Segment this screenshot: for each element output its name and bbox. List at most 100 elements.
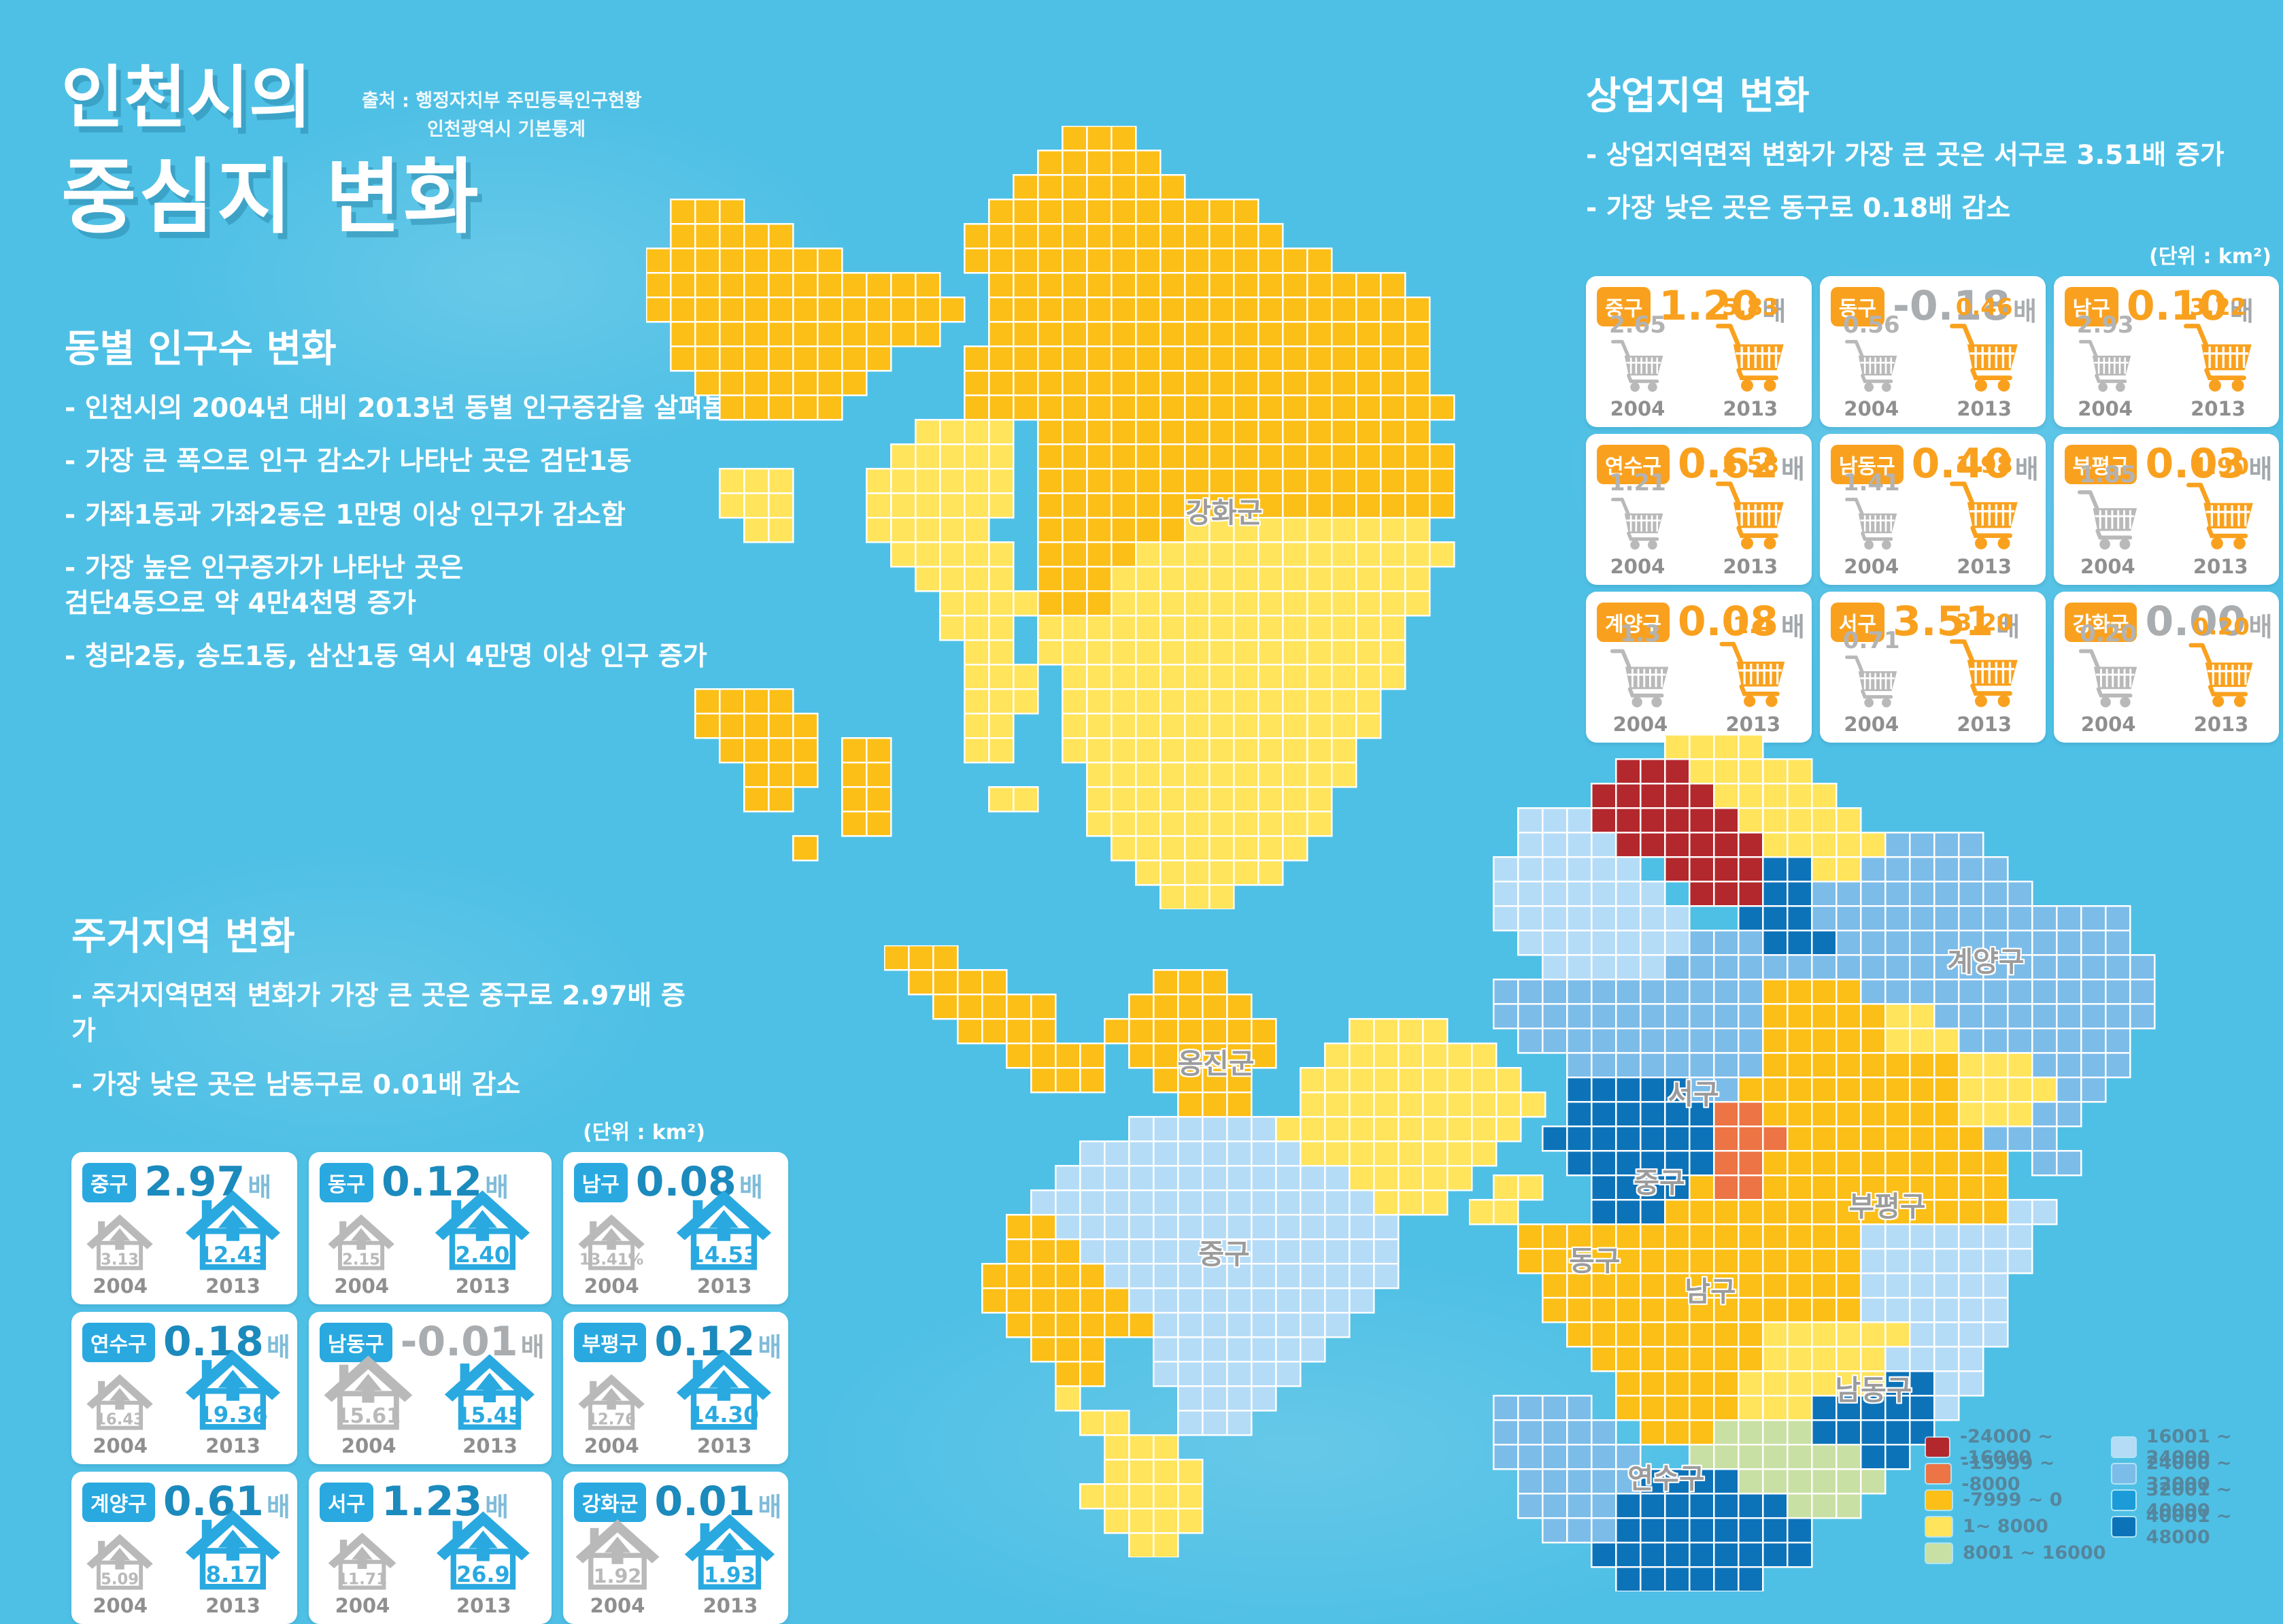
card-header: 부평구 0.03 배	[2054, 434, 2280, 484]
area-value: 1.85	[2079, 460, 2137, 488]
card-header: 연수구 0.18 배	[71, 1312, 297, 1362]
area-value: 2.65	[1609, 311, 1666, 339]
ratio-value: 1.23	[382, 1477, 483, 1525]
card-header: 중구 1.20 배	[1586, 276, 1812, 326]
district-badge: 동구	[319, 1162, 374, 1202]
district-badge: 서구	[319, 1482, 374, 1522]
icon-wrap: 2.40	[432, 1189, 534, 1273]
district-card: 남구 0.08 배 13.41% 2004 14.53 2013	[562, 1151, 789, 1304]
card-header: 남동구 -0.01 배	[309, 1312, 552, 1362]
year-comparison: 1.92 2004 1.93 2013	[563, 1512, 789, 1617]
ratio-value: 0.00	[2145, 597, 2246, 645]
icon-wrap	[1710, 475, 1791, 554]
value-2004: 5.09 2004	[84, 1533, 156, 1617]
value-2013: 12.43 2013	[182, 1189, 284, 1298]
map-region-label: 중구	[1198, 1238, 1250, 1270]
district-card: 부평구 0.03 배 1.85 2004 1.90 2013	[2053, 433, 2280, 585]
population-bullet: - 청라2동, 송도1동, 삼산1동 역시 4만명 이상 인구 증가	[65, 641, 707, 673]
legend-swatch	[1926, 1543, 1952, 1563]
cart-icon	[1844, 497, 1897, 549]
area-value: 1.98	[1955, 451, 2013, 479]
district-badge: 강화군	[573, 1482, 647, 1522]
value-2004: 0.71 2004	[1841, 627, 1902, 736]
district-badge: 남구	[573, 1162, 628, 1202]
icon-wrap: 13.41%	[576, 1213, 647, 1273]
legend-range-label: 1~ 8000	[1963, 1516, 2048, 1537]
year-comparison: 2.93 2004 3.22 2013	[2054, 294, 2280, 420]
card-header: 계양구 0.08 배	[1586, 592, 1812, 642]
ratio-suffix: 배	[266, 1491, 290, 1522]
value-2004: 0.56 2004	[1841, 311, 1902, 420]
cart-icon	[1844, 655, 1897, 707]
map-region-label: 남구	[1685, 1275, 1736, 1308]
year-label: 2004	[92, 1274, 148, 1298]
ratio-value: 1.20	[1659, 282, 1760, 330]
year-label: 2013	[696, 1274, 752, 1298]
value-2004: 1.3 2004	[1606, 620, 1674, 736]
value-2004: 2.93 2004	[2075, 311, 2136, 420]
year-comparison: 11.71 2004 26.9 2013	[309, 1510, 552, 1617]
icon-wrap: 15.61	[321, 1354, 416, 1433]
year-comparison: 1.85 2004 1.90 2013	[2054, 453, 2280, 578]
ratio-value: -0.18	[1893, 282, 2010, 330]
year-label: 2013	[205, 1434, 260, 1457]
legend-entry: -7999 ~ 0	[1926, 1487, 2112, 1513]
svg-text:3.13: 3.13	[101, 1251, 139, 1268]
svg-text:11.71: 11.71	[337, 1570, 387, 1588]
icon-wrap	[2181, 476, 2260, 554]
value-2013: 1.90 2013	[2181, 453, 2260, 578]
ratio-value: 0.10	[2126, 282, 2227, 330]
value-2013: 0.20 2013	[2184, 613, 2259, 736]
value-2004: 15.61 2004	[321, 1354, 416, 1457]
year-label: 2013	[696, 1434, 752, 1457]
icon-wrap: 15.45	[441, 1353, 539, 1433]
ratio-value: 0.18	[163, 1317, 264, 1366]
value-2013: 1.93 2013	[681, 1512, 779, 1617]
year-label: 2013	[456, 1593, 511, 1617]
district-badge: 부평구	[2064, 444, 2137, 484]
ratio-value: 0.01	[654, 1477, 756, 1525]
year-label: 2013	[1723, 554, 1778, 578]
svg-text:1.93: 1.93	[704, 1563, 756, 1587]
legend-range-label: -15999 ~ -8000	[1961, 1452, 2055, 1495]
cart-icon	[1949, 481, 2018, 549]
cart-icon	[2188, 643, 2253, 707]
area-value: 0.71	[1842, 626, 1900, 654]
map-districts: 계양구 서구 부평구 중구 동구 남구 남동구 연수구	[1468, 733, 2179, 1594]
district-card: 남동구 -0.01 배 15.61 2004 15.45 2013	[308, 1311, 552, 1464]
year-label: 2004	[92, 1434, 148, 1457]
year-label: 2013	[2191, 396, 2246, 420]
map-region-label: 옹진군	[1177, 1047, 1255, 1080]
population-bullet: - 인천시의 2004년 대비 2013년 동별 인구증감을 살펴봄	[65, 393, 728, 424]
card-header: 부평구 0.12 배	[563, 1312, 789, 1362]
ratio-value: 3.51	[1893, 597, 1994, 645]
year-label: 2013	[2193, 554, 2248, 578]
area-value: 1.90	[2192, 452, 2250, 480]
value-2013: 3.22 2013	[2178, 294, 2259, 420]
ratio-value: 0.08	[1677, 597, 1778, 645]
icon-wrap: 19.36	[182, 1349, 284, 1433]
icon-wrap	[1944, 475, 2025, 554]
icon-wrap: 5.09	[84, 1533, 156, 1593]
value-2013: 3.20 2013	[1944, 609, 2025, 736]
cart-icon	[1949, 323, 2018, 392]
house-icon: 12.76	[578, 1374, 645, 1430]
commercial-section-title: 상업지역 변화	[1586, 74, 1810, 118]
cart-icon	[1844, 339, 1897, 392]
population-bullet: - 가좌1동과 가좌2동은 1만명 이상 인구가 감소함	[65, 499, 626, 530]
icon-wrap: 12.76	[576, 1373, 647, 1433]
year-label: 2013	[1957, 396, 2012, 420]
value-2013: 26.9 2013	[433, 1510, 534, 1617]
icon-wrap: 14.53	[673, 1189, 775, 1273]
icon-wrap: 3.13	[84, 1213, 156, 1273]
pixel-map-svg	[883, 944, 1546, 1559]
area-value: 0.46	[1955, 293, 2013, 321]
house-icon: 14.53	[676, 1190, 772, 1270]
year-label: 2013	[205, 1593, 260, 1617]
value-2004: 16.43 2004	[84, 1373, 156, 1457]
legend-swatch	[1926, 1464, 1951, 1483]
area-value: 1.4	[1732, 611, 1774, 639]
population-bullet: - 가장 큰 폭으로 인구 감소가 나타난 곳은 검단1동	[65, 446, 632, 477]
legend-column: 16001 ~ 24000 24000 ~ 32000 32001 ~ 40000 4…	[2112, 1426, 2283, 1566]
legend-entry: 32001 ~ 40000	[2112, 1479, 2283, 1521]
